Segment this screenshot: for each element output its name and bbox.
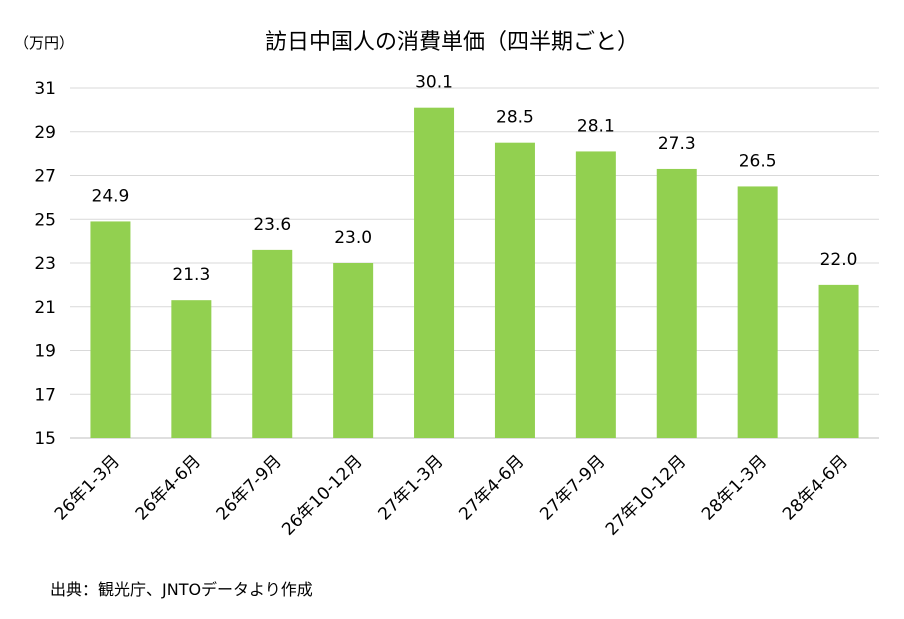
bar <box>171 300 212 438</box>
data-label: 21.3 <box>172 265 210 285</box>
x-tick-label: 26年1-3月 <box>51 451 124 524</box>
bar-series <box>90 107 859 438</box>
data-label: 26.5 <box>739 151 777 171</box>
x-tick-label: 26年10-12月 <box>278 451 366 539</box>
data-label: 24.9 <box>92 186 130 206</box>
data-label: 23.0 <box>334 228 372 248</box>
data-label: 28.5 <box>496 108 534 128</box>
x-tick-label: 27年4-6月 <box>455 451 528 524</box>
bar <box>414 107 455 438</box>
bar <box>656 168 697 438</box>
bar <box>333 263 374 438</box>
bar <box>818 284 859 438</box>
x-tick-label: 26年4-6月 <box>132 451 205 524</box>
y-tick-label: 15 <box>34 429 56 449</box>
bar <box>252 249 293 438</box>
data-label: 23.6 <box>253 215 291 235</box>
y-tick-label: 17 <box>34 385 56 405</box>
y-tick-label: 31 <box>34 79 56 99</box>
x-tick-label: 26年7-9月 <box>213 451 286 524</box>
y-tick-label: 25 <box>34 210 56 230</box>
x-tick-label: 27年10-12月 <box>602 451 690 539</box>
y-axis-unit-label: （万円） <box>14 34 74 52</box>
y-tick-label: 29 <box>34 123 56 143</box>
data-label: 28.1 <box>577 116 615 136</box>
data-labels: 24.9 21.3 23.6 23.0 30.1 28.5 28.1 27.3 26.5 22.0 <box>92 73 858 286</box>
bar <box>494 142 535 438</box>
y-axis-ticks: 15 17 19 21 23 25 27 29 31 <box>34 79 56 449</box>
chart-title: 訪日中国人の消費単価（四半期ごと） <box>265 30 639 55</box>
source-note: 出典：観光庁、JNTOデータより作成 <box>50 580 313 599</box>
y-tick-label: 27 <box>34 167 56 187</box>
x-tick-label: 28年4-6月 <box>779 451 852 524</box>
y-tick-label: 23 <box>34 254 56 274</box>
y-tick-label: 21 <box>34 298 56 318</box>
x-tick-label: 27年7-9月 <box>536 451 609 524</box>
data-label: 22.0 <box>820 250 858 270</box>
x-tick-label: 27年1-3月 <box>374 451 447 524</box>
data-label: 27.3 <box>658 134 696 154</box>
x-tick-label: 28年1-3月 <box>698 451 771 524</box>
y-tick-label: 19 <box>34 342 56 362</box>
bar <box>737 186 778 438</box>
bar <box>90 221 131 438</box>
data-label: 30.1 <box>415 73 453 93</box>
bar <box>575 151 616 438</box>
